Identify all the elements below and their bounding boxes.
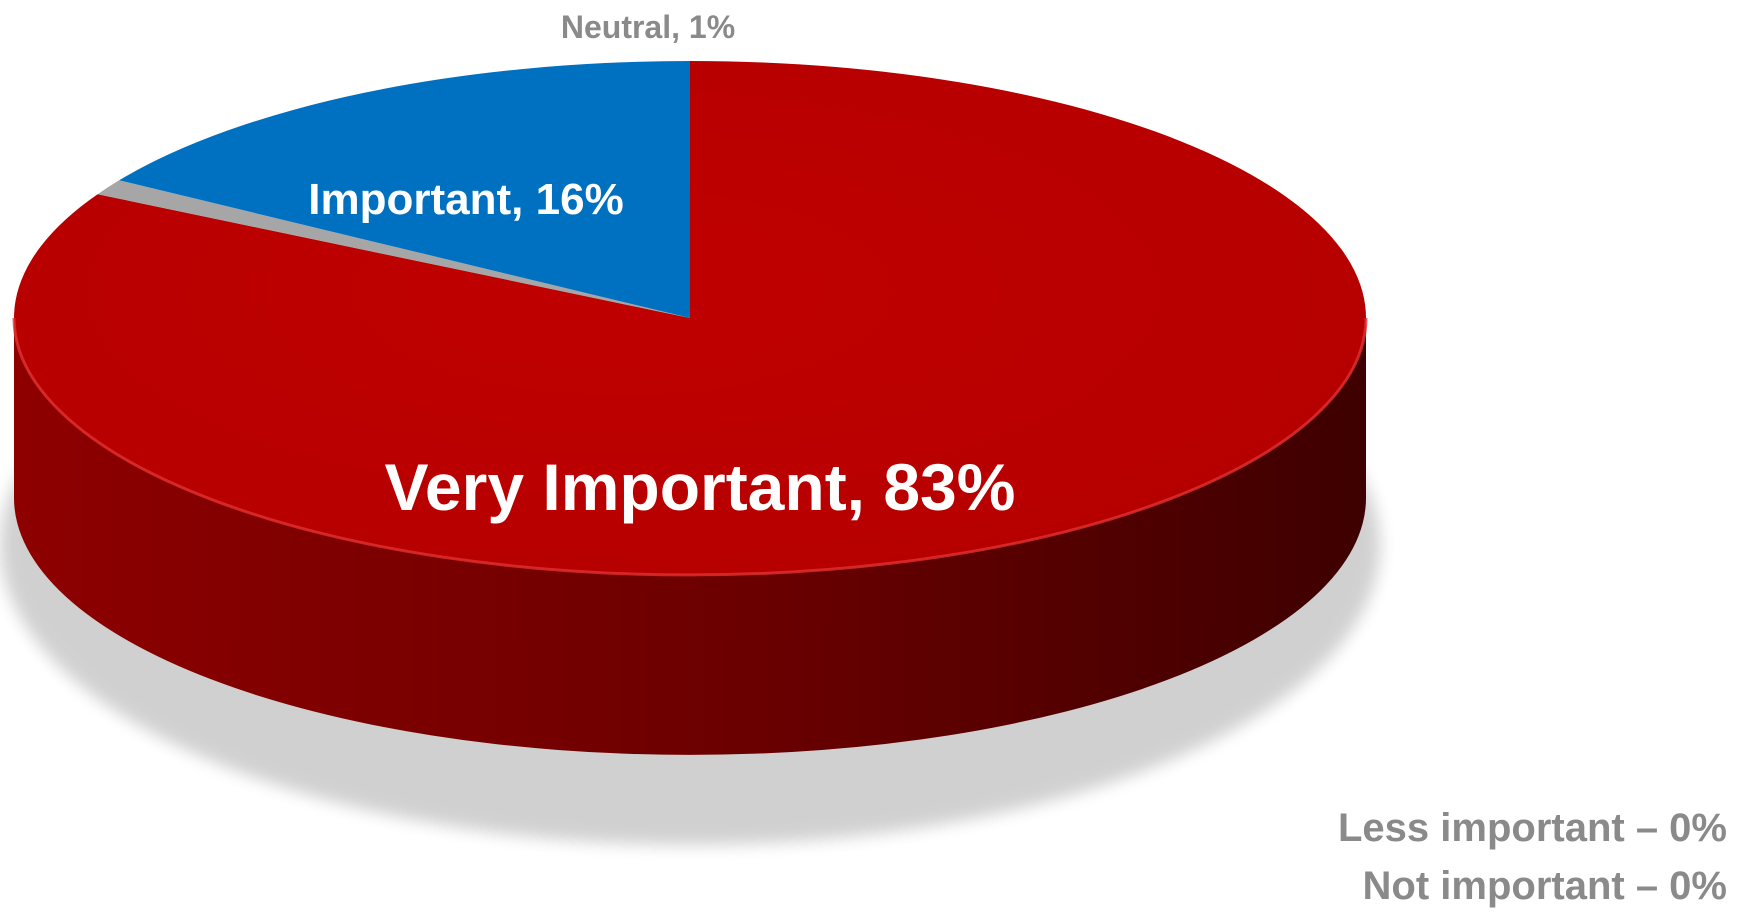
zero-value-notes: Less important – 0% Not important – 0% xyxy=(1338,799,1727,915)
note-less-important: Less important – 0% xyxy=(1337,806,1727,850)
pie-slice-very-important xyxy=(13,61,1366,576)
slice-label-very-important: Very Important, 83% xyxy=(385,450,1016,524)
slice-label-important: Important, 16% xyxy=(308,175,623,224)
pie-slice-neutral xyxy=(97,180,691,318)
pie-slices xyxy=(13,61,1366,576)
note-not-important: Not important – 0% xyxy=(1362,864,1727,908)
slice-label-neutral: Neutral, 1% xyxy=(561,9,735,45)
pie-labels: Very Important, 83% Important, 16% Neutr… xyxy=(308,9,1015,524)
pie-side-wall xyxy=(14,318,1366,755)
pie-slice-important xyxy=(119,61,690,318)
pie-rim-highlight xyxy=(12,317,1368,577)
